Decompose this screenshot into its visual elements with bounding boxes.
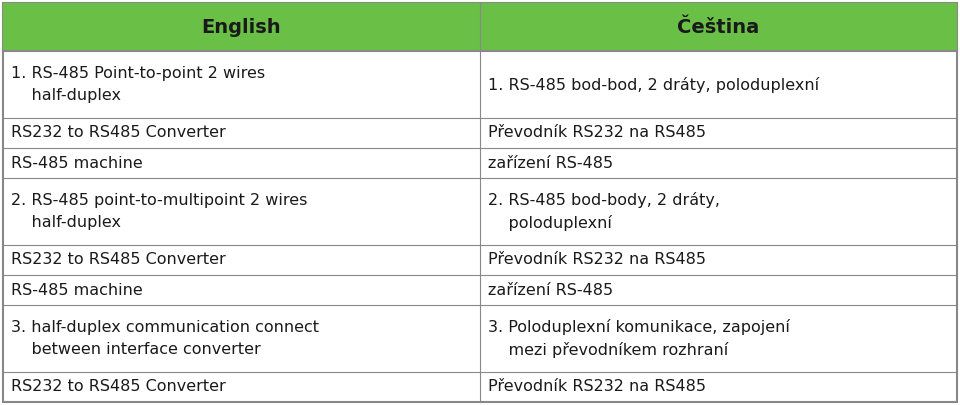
Text: English: English: [202, 18, 281, 37]
Text: Čeština: Čeština: [678, 18, 759, 37]
Text: Převodník RS232 na RS485: Převodník RS232 na RS485: [488, 126, 706, 141]
Text: 1. RS-485 Point-to-point 2 wires
    half-duplex: 1. RS-485 Point-to-point 2 wires half-du…: [11, 66, 265, 103]
Text: RS-485 machine: RS-485 machine: [11, 283, 143, 298]
Bar: [3, 3, 957, 51]
Text: RS232 to RS485 Converter: RS232 to RS485 Converter: [11, 379, 226, 394]
Text: 2. RS-485 bod-body, 2 dráty,
    poloduplexní: 2. RS-485 bod-body, 2 dráty, poloduplexn…: [488, 192, 720, 232]
Text: zařízení RS-485: zařízení RS-485: [488, 156, 613, 171]
Text: RS232 to RS485 Converter: RS232 to RS485 Converter: [11, 126, 226, 141]
Text: 2. RS-485 point-to-multipoint 2 wires
    half-duplex: 2. RS-485 point-to-multipoint 2 wires ha…: [11, 193, 307, 230]
Text: 1. RS-485 bod-bod, 2 dráty, poloduplexní: 1. RS-485 bod-bod, 2 dráty, poloduplexní: [488, 77, 819, 93]
Text: RS-485 machine: RS-485 machine: [11, 156, 143, 171]
Text: zařízení RS-485: zařízení RS-485: [488, 283, 613, 298]
Text: Převodník RS232 na RS485: Převodník RS232 na RS485: [488, 252, 706, 267]
Text: 3. half-duplex communication connect
    between interface converter: 3. half-duplex communication connect bet…: [11, 320, 319, 357]
Text: RS232 to RS485 Converter: RS232 to RS485 Converter: [11, 252, 226, 267]
Text: Převodník RS232 na RS485: Převodník RS232 na RS485: [488, 379, 706, 394]
Text: 3. Poloduplexní komunikace, zapojení
    mezi převodníkem rozhraní: 3. Poloduplexní komunikace, zapojení mez…: [488, 319, 790, 358]
